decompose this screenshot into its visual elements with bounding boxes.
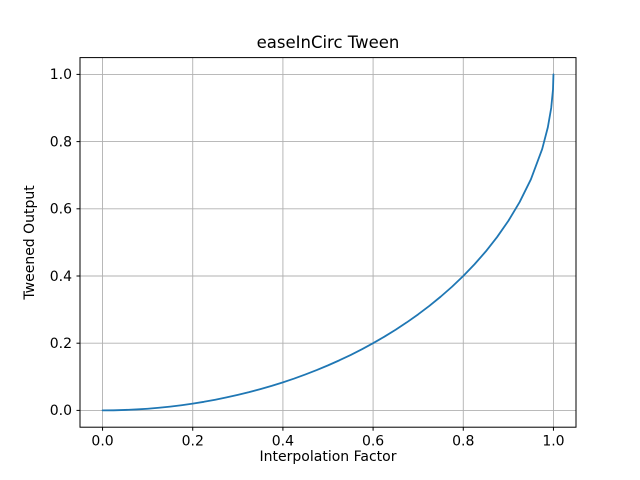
y-tick-label: 0.4 bbox=[50, 269, 72, 285]
x-tick-label: 0.4 bbox=[272, 434, 294, 450]
tick-marks bbox=[76, 73, 554, 431]
x-axis-label: Interpolation Factor bbox=[260, 449, 397, 465]
tick-labels: 0.0 0.2 0.4 0.6 0.8 1.0 0.0 0.2 0.4 0.6 0.8 1.0 bbox=[50, 67, 565, 450]
grid-lines bbox=[80, 57, 576, 428]
chart-title: easeInCirc Tween bbox=[257, 33, 400, 52]
axes-frame bbox=[79, 57, 577, 428]
x-tick-label: 0.2 bbox=[182, 434, 204, 450]
x-tick-label: 0.0 bbox=[91, 434, 113, 450]
easeincirc-curve bbox=[101, 73, 555, 412]
y-tick-label: 0.0 bbox=[50, 403, 72, 419]
x-tick-label: 0.8 bbox=[452, 434, 474, 450]
series-easeInCirc bbox=[101, 73, 555, 412]
y-tick-label: 0.6 bbox=[50, 202, 72, 218]
x-tick-label: 1.0 bbox=[542, 434, 564, 450]
y-tick-label: 0.2 bbox=[50, 336, 72, 352]
y-tick-label: 1.0 bbox=[50, 67, 72, 83]
x-tick-label: 0.6 bbox=[362, 434, 384, 450]
y-axis-label: Tweened Output bbox=[22, 185, 38, 301]
y-tick-label: 0.8 bbox=[50, 134, 72, 150]
